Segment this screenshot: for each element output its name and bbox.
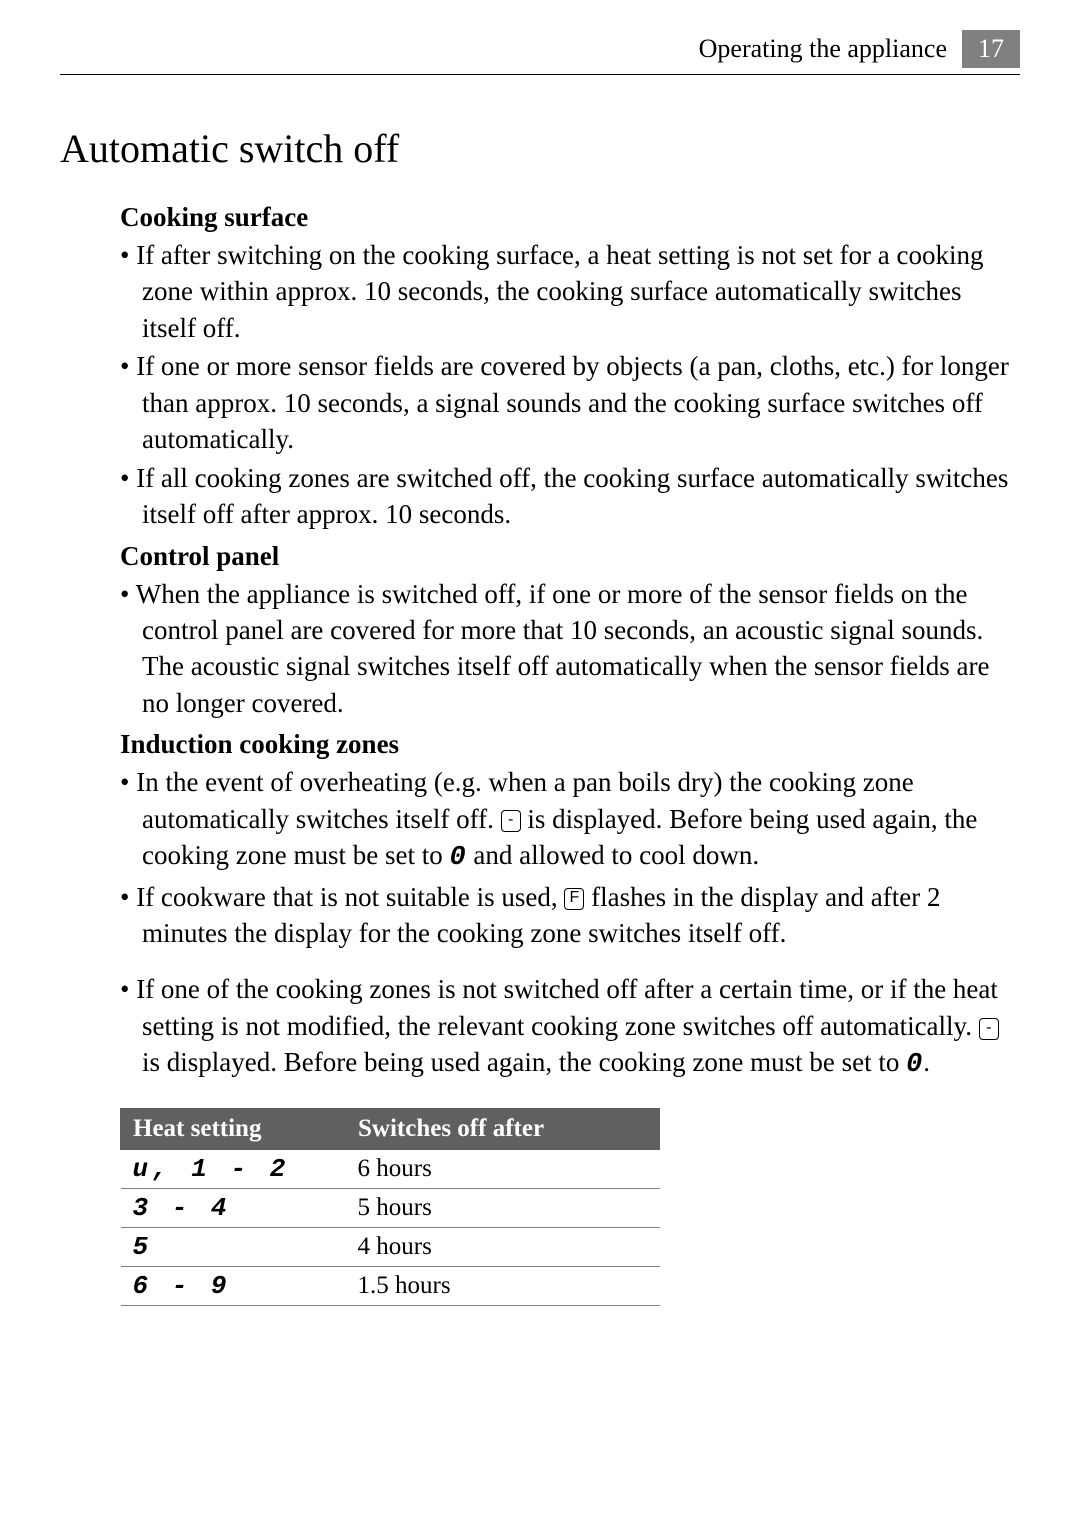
table-cell: 4 hours — [346, 1227, 660, 1266]
table-header: Heat setting — [121, 1108, 346, 1149]
table-cell: 5 hours — [346, 1188, 660, 1227]
section-name: Operating the appliance — [699, 34, 947, 64]
section-heading: Induction cooking zones — [120, 729, 1020, 760]
list-item: In the event of overheating (e.g. when a… — [120, 764, 1020, 876]
table-row: u, 1 - 2 6 hours — [121, 1149, 660, 1188]
bullet-list: In the event of overheating (e.g. when a… — [120, 764, 1020, 951]
page-header: Operating the appliance 17 — [60, 30, 1020, 68]
list-item: If one or more sensor fields are covered… — [120, 348, 1020, 457]
table-header-row: Heat setting Switches off after — [121, 1108, 660, 1149]
table-header: Switches off after — [346, 1108, 660, 1149]
table-cell: 6 - 9 — [121, 1266, 346, 1305]
table-cell: u, 1 - 2 — [121, 1149, 346, 1188]
switch-off-table: Heat setting Switches off after u, 1 - 2… — [120, 1108, 660, 1306]
display-symbol-icon: - — [979, 1018, 999, 1040]
list-item: If all cooking zones are switched off, t… — [120, 460, 1020, 533]
section-heading: Cooking surface — [120, 202, 1020, 233]
bullet-list: When the appliance is switched off, if o… — [120, 576, 1020, 722]
table-cell: 6 hours — [346, 1149, 660, 1188]
table-row: 5 4 hours — [121, 1227, 660, 1266]
list-item: If after switching on the cooking surfac… — [120, 237, 1020, 346]
list-item: If cookware that is not suitable is used… — [120, 879, 1020, 952]
table-row: 6 - 9 1.5 hours — [121, 1266, 660, 1305]
display-symbol-icon: F — [564, 888, 584, 910]
list-item: When the appliance is switched off, if o… — [120, 576, 1020, 722]
section-heading: Control panel — [120, 541, 1020, 572]
table-cell: 5 — [121, 1227, 346, 1266]
bullet-list: If one of the cooking zones is not switc… — [120, 971, 1020, 1083]
header-rule — [60, 74, 1020, 75]
segment-digit: 0 — [449, 843, 466, 873]
page-number: 17 — [962, 30, 1020, 68]
segment-digit: 0 — [906, 1050, 923, 1080]
page-title: Automatic switch off — [60, 125, 1020, 172]
display-symbol-icon: - — [501, 810, 521, 832]
table-row: 3 - 4 5 hours — [121, 1188, 660, 1227]
table-cell: 1.5 hours — [346, 1266, 660, 1305]
list-item: If one of the cooking zones is not switc… — [120, 971, 1020, 1083]
bullet-list: If after switching on the cooking surfac… — [120, 237, 1020, 533]
table-cell: 3 - 4 — [121, 1188, 346, 1227]
content-area: Cooking surface If after switching on th… — [60, 202, 1020, 1306]
